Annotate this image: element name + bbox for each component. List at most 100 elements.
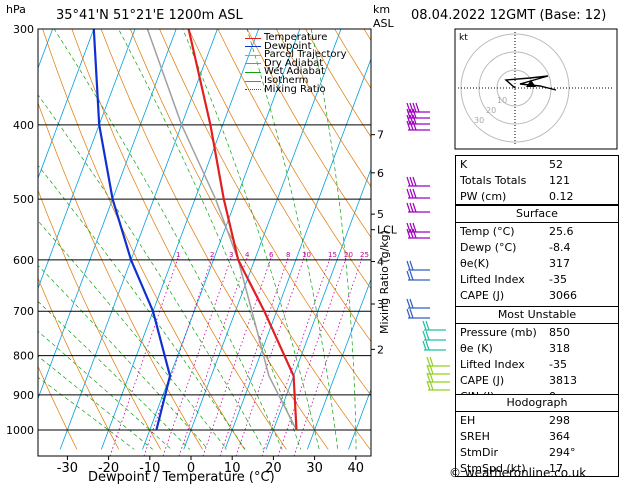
index-row: Totals Totals 121 [456, 172, 618, 188]
mixing-ratio-line [261, 257, 331, 456]
grid-lines [0, 0, 371, 456]
mixing-ratio-label: 2 [210, 251, 214, 259]
wind-barb-feather [409, 202, 414, 213]
wind-barb-feather [412, 188, 417, 199]
wet-adiabat-line [53, 29, 283, 450]
isotherm-line [38, 29, 95, 180]
wind-barb-feather [429, 364, 434, 375]
dry-adiabat-line [305, 29, 371, 138]
index-name: θe (K) [460, 342, 493, 355]
wind-barb-feather [406, 298, 411, 309]
wind-barb-feather [426, 380, 431, 391]
km-tick-label: 4 [377, 256, 384, 269]
dewpoint-curve [92, 29, 172, 431]
index-value: 318 [549, 342, 570, 355]
wind-barb-feather [409, 308, 414, 319]
mixing-ratio-line [219, 257, 289, 456]
pressure-tick-label: 400 [13, 119, 34, 132]
index-row: Lifted Index -35 [456, 356, 618, 372]
km-tick-label: 3 [377, 298, 384, 311]
legend-label: Wet Adiabat [264, 66, 325, 78]
wind-barb-feather [412, 176, 417, 187]
index-name: θe(K) [460, 257, 490, 270]
isotherm-line [100, 29, 260, 450]
isotherm-line [38, 29, 54, 70]
index-row: Temp (°C) 25.6 [456, 223, 618, 239]
legend-item: Dry Adiabat [245, 58, 323, 68]
hodograph-trace [504, 75, 557, 91]
legend-item: Wet Adiabat [245, 66, 325, 78]
dry-adiabat-line [38, 189, 162, 450]
wind-barb-feather [409, 188, 414, 199]
wind-barb-feather [426, 372, 431, 383]
isotherm-line [224, 57, 371, 450]
index-value: 298 [549, 414, 570, 427]
index-name: EH [460, 414, 476, 427]
wind-barb-feather [412, 102, 417, 113]
hodograph-frame [454, 28, 618, 150]
index-row: EH 298 [456, 412, 618, 428]
mixing-ratio-line [235, 257, 305, 456]
wind-barb-feather [426, 364, 431, 375]
most-unstable-title: Most Unstable [456, 307, 618, 324]
wind-barb-feather [409, 298, 414, 309]
legend-label: Dewpoint [264, 40, 312, 52]
wet-adiabat-line [246, 29, 339, 450]
index-row: SREH 364 [456, 428, 618, 444]
wind-barb-feather [412, 120, 417, 131]
wind-barb-feather [406, 228, 411, 239]
index-row: Dewp (°C) -8.4 [456, 239, 618, 255]
index-value: -35 [549, 358, 567, 371]
legend-label: Parcel Trajectory [264, 49, 347, 61]
wind-barb-feather [406, 270, 411, 281]
index-row: Lifted Index -35 [456, 271, 618, 287]
index-name: PW (cm) [460, 190, 507, 203]
pressure-tick-label: 600 [13, 254, 34, 267]
legend-swatch [245, 71, 261, 73]
index-name: CAPE (J) [460, 289, 505, 302]
wet-adiabat-line [38, 330, 172, 450]
x-tick-label: -10 [139, 461, 160, 476]
mixing-ratio-line [178, 257, 248, 456]
mixing-ratio-line [109, 257, 179, 456]
x-tick-label: -30 [57, 461, 78, 476]
index-value: 364 [549, 430, 570, 443]
dry-adiabat-line [38, 101, 203, 450]
index-row: StmDir 294° [456, 444, 618, 460]
wind-barb-feather [409, 260, 414, 271]
wind-barb-feather [406, 260, 411, 271]
isotherm-line [0, 0, 34, 449]
wet-adiabat-line [38, 164, 246, 450]
dry-adiabat-line [188, 29, 371, 343]
dry-adiabat-line [38, 365, 78, 450]
wind-barb-feather [406, 176, 411, 187]
wind-barb-feather [409, 120, 414, 131]
isotherm-line [38, 29, 177, 400]
wind-barb-feather [425, 330, 430, 341]
index-value: 850 [549, 326, 570, 339]
index-value: 121 [549, 174, 570, 187]
mixing-ratio-label: 20 [344, 251, 353, 259]
x-tick-label: -20 [98, 461, 119, 476]
dry-adiabat-line [217, 29, 371, 290]
index-value: -8.4 [549, 241, 571, 254]
legend-label: Mixing Ratio [264, 83, 326, 95]
dry-adiabat-line [275, 29, 371, 188]
x-tick-label: 20 [265, 461, 282, 476]
x-axis-label: Dewpoint / Temperature (°C) [88, 470, 275, 485]
legend-item: Dewpoint [245, 40, 312, 52]
wind-barb-feather [429, 356, 434, 367]
wet-adiabat-line [38, 220, 227, 450]
wind-barb-feather [406, 308, 411, 319]
wind-barb-feather [409, 102, 414, 113]
x-tick-label: 40 [348, 461, 365, 476]
legend-swatch [245, 63, 261, 65]
index-row: Pressure (mb) 850 [456, 324, 618, 340]
wind-barb-feather [412, 114, 417, 125]
legend-item: Mixing Ratio [245, 83, 326, 95]
mixing-ratio-label: 1 [176, 251, 180, 259]
surface-table: Surface Temp (°C) 25.6 Dewp (°C) -8.4 θe(K) 3… [455, 205, 619, 320]
wind-barb-feather [422, 340, 427, 351]
legend-item: Parcel Trajectory [245, 49, 347, 61]
